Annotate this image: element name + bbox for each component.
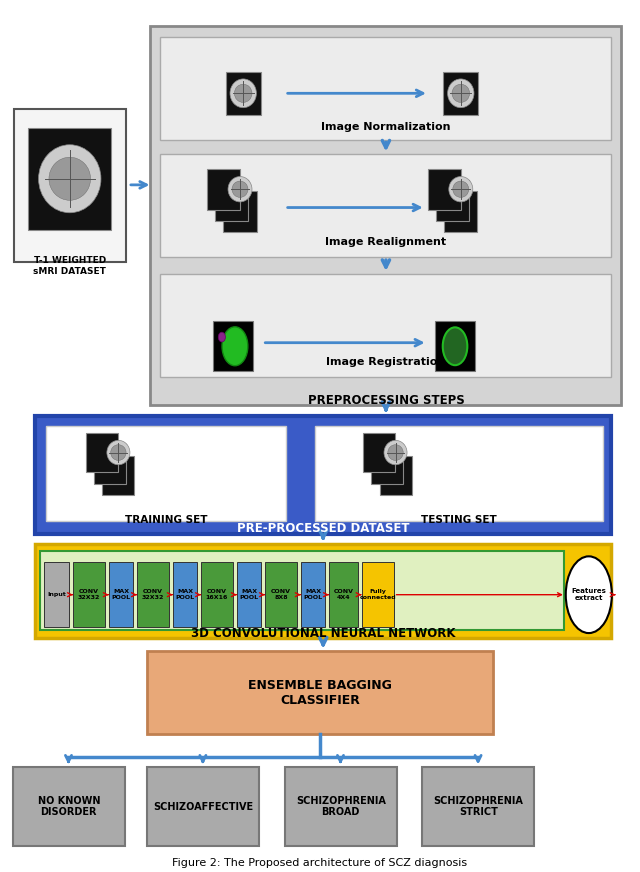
FancyBboxPatch shape bbox=[223, 192, 257, 232]
FancyBboxPatch shape bbox=[86, 433, 118, 473]
Text: Image Normalization: Image Normalization bbox=[321, 122, 451, 133]
Ellipse shape bbox=[107, 440, 130, 465]
FancyBboxPatch shape bbox=[226, 72, 261, 115]
Text: Image Registration: Image Registration bbox=[326, 357, 445, 367]
Ellipse shape bbox=[234, 85, 252, 102]
FancyBboxPatch shape bbox=[137, 562, 169, 627]
FancyBboxPatch shape bbox=[380, 455, 412, 495]
Text: Figure 2: The Proposed architecture of SCZ diagnosis: Figure 2: The Proposed architecture of S… bbox=[172, 858, 468, 869]
Text: CONV
32X32: CONV 32X32 bbox=[142, 589, 164, 600]
FancyBboxPatch shape bbox=[237, 562, 261, 627]
FancyBboxPatch shape bbox=[265, 562, 297, 627]
FancyBboxPatch shape bbox=[329, 562, 358, 627]
Text: CONV
32X32: CONV 32X32 bbox=[78, 589, 100, 600]
Text: MAX
POOL: MAX POOL bbox=[175, 589, 195, 600]
Text: NO KNOWN
DISORDER: NO KNOWN DISORDER bbox=[38, 796, 100, 817]
FancyBboxPatch shape bbox=[13, 767, 125, 846]
FancyBboxPatch shape bbox=[160, 274, 611, 377]
FancyBboxPatch shape bbox=[35, 416, 611, 534]
Text: SCHIZOPHRENIA
BROAD: SCHIZOPHRENIA BROAD bbox=[296, 796, 386, 817]
Ellipse shape bbox=[38, 145, 101, 213]
FancyBboxPatch shape bbox=[435, 321, 475, 371]
Text: PRE-PROCESSED DATASET: PRE-PROCESSED DATASET bbox=[237, 522, 410, 535]
FancyBboxPatch shape bbox=[285, 767, 397, 846]
FancyBboxPatch shape bbox=[40, 551, 564, 630]
FancyBboxPatch shape bbox=[363, 433, 395, 473]
Ellipse shape bbox=[566, 556, 612, 633]
FancyBboxPatch shape bbox=[14, 109, 126, 262]
Ellipse shape bbox=[218, 332, 225, 342]
FancyBboxPatch shape bbox=[160, 154, 611, 257]
FancyBboxPatch shape bbox=[160, 37, 611, 140]
Ellipse shape bbox=[111, 445, 126, 460]
FancyBboxPatch shape bbox=[147, 767, 259, 846]
Text: CONV
16X16: CONV 16X16 bbox=[206, 589, 228, 600]
Ellipse shape bbox=[443, 327, 467, 365]
Ellipse shape bbox=[453, 181, 468, 197]
FancyBboxPatch shape bbox=[436, 181, 469, 221]
Ellipse shape bbox=[228, 176, 252, 202]
Ellipse shape bbox=[49, 157, 91, 201]
Text: CONV
8X8: CONV 8X8 bbox=[271, 589, 291, 600]
Text: MAX
POOL: MAX POOL bbox=[239, 589, 259, 600]
FancyBboxPatch shape bbox=[150, 26, 621, 405]
FancyBboxPatch shape bbox=[207, 169, 240, 209]
FancyBboxPatch shape bbox=[201, 562, 233, 627]
Ellipse shape bbox=[222, 327, 248, 365]
FancyBboxPatch shape bbox=[44, 562, 69, 627]
FancyBboxPatch shape bbox=[94, 445, 126, 483]
FancyBboxPatch shape bbox=[147, 651, 493, 734]
Ellipse shape bbox=[452, 85, 470, 102]
Text: T-1 WEIGHTED
sMRI DATASET: T-1 WEIGHTED sMRI DATASET bbox=[33, 256, 106, 276]
FancyBboxPatch shape bbox=[102, 455, 134, 495]
FancyBboxPatch shape bbox=[213, 321, 253, 371]
Text: MAX
POOL: MAX POOL bbox=[303, 589, 323, 600]
FancyBboxPatch shape bbox=[444, 192, 477, 232]
FancyBboxPatch shape bbox=[315, 426, 603, 521]
Text: Fully
connected: Fully connected bbox=[359, 589, 396, 600]
FancyBboxPatch shape bbox=[443, 72, 479, 115]
Text: ENSEMBLE BAGGING
CLASSIFIER: ENSEMBLE BAGGING CLASSIFIER bbox=[248, 679, 392, 707]
Ellipse shape bbox=[449, 176, 473, 202]
FancyBboxPatch shape bbox=[28, 127, 111, 230]
FancyBboxPatch shape bbox=[73, 562, 105, 627]
Text: CONV
4X4: CONV 4X4 bbox=[333, 589, 353, 600]
Text: PREPROCESSING STEPS: PREPROCESSING STEPS bbox=[308, 394, 464, 406]
FancyBboxPatch shape bbox=[422, 767, 534, 846]
Text: SCHIZOAFFECTIVE: SCHIZOAFFECTIVE bbox=[153, 801, 253, 812]
Text: TESTING SET: TESTING SET bbox=[421, 514, 497, 525]
Text: SCHIZOPHRENIA
STRICT: SCHIZOPHRENIA STRICT bbox=[433, 796, 524, 817]
Text: MAX
POOL: MAX POOL bbox=[111, 589, 131, 600]
Text: Features
extract: Features extract bbox=[572, 589, 606, 601]
FancyBboxPatch shape bbox=[35, 544, 611, 638]
Ellipse shape bbox=[230, 78, 257, 108]
FancyBboxPatch shape bbox=[371, 445, 403, 483]
FancyBboxPatch shape bbox=[362, 562, 394, 627]
FancyBboxPatch shape bbox=[46, 426, 286, 521]
Ellipse shape bbox=[232, 181, 248, 197]
Ellipse shape bbox=[447, 78, 474, 108]
Text: Image Realignment: Image Realignment bbox=[325, 237, 447, 248]
FancyBboxPatch shape bbox=[173, 562, 197, 627]
FancyBboxPatch shape bbox=[301, 562, 325, 627]
Ellipse shape bbox=[388, 445, 403, 460]
Text: 3D CONVOLUTIONAL NEURAL NETWORK: 3D CONVOLUTIONAL NEURAL NETWORK bbox=[191, 628, 456, 640]
Ellipse shape bbox=[384, 440, 407, 465]
FancyBboxPatch shape bbox=[215, 181, 248, 221]
FancyBboxPatch shape bbox=[109, 562, 133, 627]
Text: Input: Input bbox=[47, 592, 66, 597]
FancyBboxPatch shape bbox=[428, 169, 461, 209]
Text: TRAINING SET: TRAINING SET bbox=[125, 514, 207, 525]
